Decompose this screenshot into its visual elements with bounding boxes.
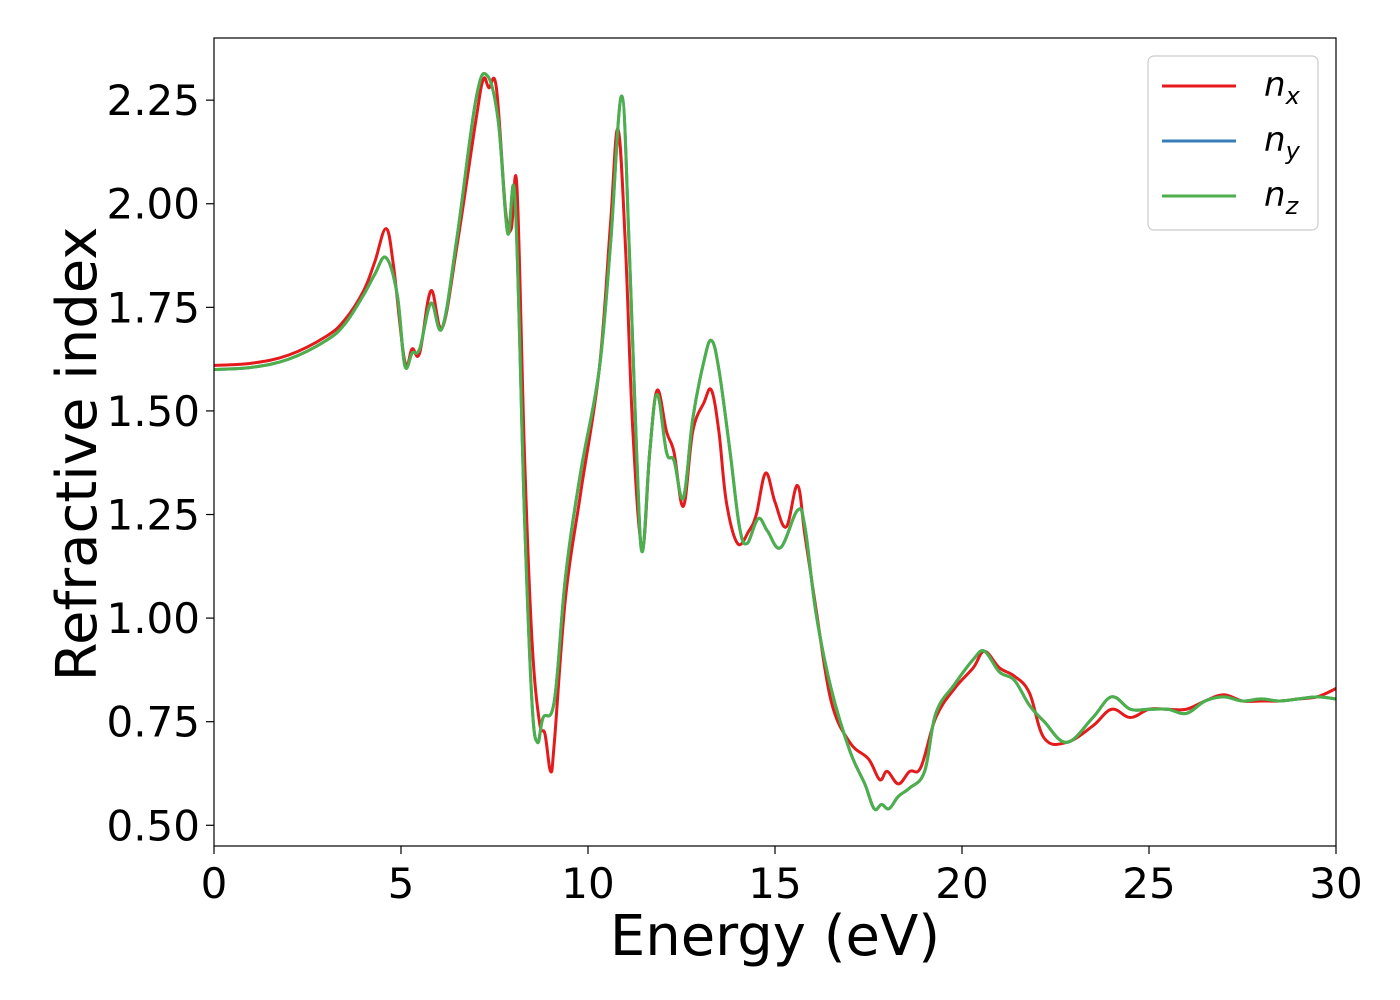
x-tick-label: 30 [1309,859,1362,908]
series-lines [214,72,1336,812]
y-tick-label: 1.25 [106,491,200,540]
x-tick-label: 20 [935,859,988,908]
x-tick-label: 15 [748,859,801,908]
y-tick-label: 1.00 [106,594,200,643]
x-tick-label: 10 [561,859,614,908]
x-tick-label: 25 [1122,859,1175,908]
y-tick-label: 0.50 [106,801,200,850]
series-line-n-z [214,72,1336,812]
y-tick-label: 2.00 [106,180,200,229]
legend-box [1147,55,1319,231]
y-tick-label: 2.25 [106,76,200,125]
y-tick-label: 0.75 [106,698,200,747]
x-tick-label: 0 [201,859,228,908]
y-tick-label: 1.75 [106,283,200,332]
y-tick-label: 1.50 [106,387,200,436]
x-axis-title: Energy (eV) [610,904,940,969]
y-axis-title: Refractive index [45,227,110,682]
x-tick-label: 5 [388,859,415,908]
x-axis-ticks: 0 5 10 15 20 25 30 [201,846,1363,908]
y-axis-ticks: 0.50 0.75 1.00 1.25 1.50 1.75 2.00 2.25 [106,76,214,850]
